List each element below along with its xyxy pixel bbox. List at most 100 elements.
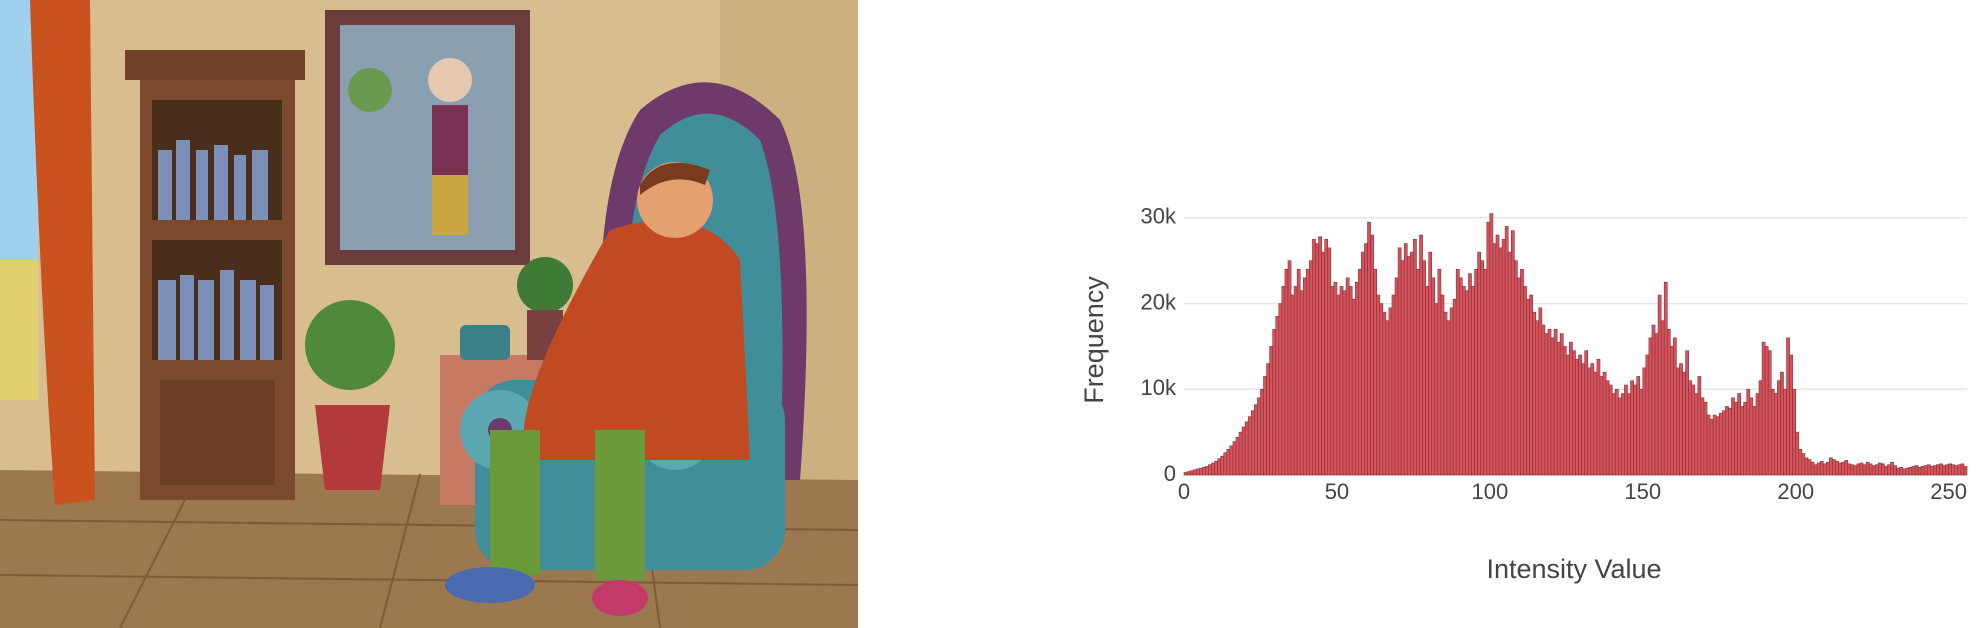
histogram-bar [1838, 462, 1842, 476]
histogram-bar [1673, 337, 1677, 476]
histogram-bar [1795, 431, 1800, 476]
histogram-bar [1299, 290, 1304, 476]
histogram-bar [1957, 464, 1962, 476]
histogram-bar [1584, 350, 1589, 476]
histogram-bar [1324, 238, 1329, 476]
histogram-bar [1715, 416, 1720, 476]
histogram-bar [1562, 346, 1567, 476]
histogram-bar [1939, 463, 1943, 476]
histogram-bar [1272, 328, 1277, 476]
histogram-bar [1783, 388, 1787, 476]
histogram-bar [1624, 384, 1628, 476]
x-tick-label: 150 [1624, 479, 1661, 504]
histogram-bar [1257, 397, 1261, 476]
histogram-bar [1884, 466, 1888, 476]
histogram-bar [1679, 363, 1683, 476]
histogram-bar [1339, 286, 1344, 476]
histogram-bar [1232, 441, 1237, 476]
histogram-bar [1722, 410, 1726, 476]
histogram-bar [1670, 346, 1674, 476]
histogram-bar [1850, 464, 1855, 476]
histogram-bar [1474, 268, 1478, 476]
histogram-bar [1235, 436, 1240, 476]
histogram-bar [1507, 251, 1512, 476]
histogram-bar [1654, 333, 1659, 476]
histogram-bar [1813, 464, 1818, 476]
histogram-bar [1284, 268, 1289, 476]
histogram-bar [1489, 213, 1494, 476]
histogram-bar [1269, 346, 1273, 476]
histogram-bar [1202, 466, 1206, 476]
histogram-bar [1801, 453, 1806, 476]
histogram-bar [1559, 333, 1564, 476]
histogram-bar [1575, 358, 1579, 476]
histogram-bar [1290, 294, 1295, 476]
histogram-bar [1532, 311, 1537, 476]
histogram-bar [1443, 311, 1448, 476]
histogram-bar [1621, 393, 1625, 476]
histogram-bar [1755, 393, 1760, 476]
histogram-bar [1826, 461, 1830, 476]
histogram-bar [1590, 363, 1595, 476]
histogram-bar [1385, 320, 1390, 476]
histogram-bar [1195, 468, 1200, 476]
histogram-bar [1351, 298, 1356, 476]
histogram-bar [1853, 465, 1858, 476]
histogram-bar [1376, 294, 1381, 476]
histogram-bar [1859, 462, 1864, 476]
histogram-bar [1498, 247, 1503, 476]
histogram-bar [1520, 268, 1524, 476]
histogram-bar [1709, 418, 1714, 476]
histogram-bar [1942, 465, 1946, 476]
histogram-bar [1223, 452, 1228, 476]
histogram-bar [1486, 221, 1491, 476]
histogram-bar [1761, 341, 1766, 476]
histogram-bar [1214, 460, 1218, 476]
histogram-bar [1510, 230, 1515, 476]
histogram-bar [1382, 311, 1387, 476]
histogram-bar [1890, 461, 1894, 476]
histogram-bar [1281, 286, 1286, 476]
y-tick-label: 0 [1164, 461, 1176, 486]
histogram-bar [1911, 466, 1916, 476]
histogram-bar [1217, 458, 1222, 476]
histogram-bar [1725, 406, 1729, 476]
histogram-bar [1480, 260, 1485, 476]
histogram-bar [1296, 268, 1301, 476]
histogram-bar [1400, 260, 1405, 476]
histogram-bar [1550, 337, 1555, 476]
histogram-bar [1963, 466, 1968, 476]
histogram-bar [1566, 354, 1570, 476]
histogram-bar [1361, 251, 1365, 476]
histogram-bar [1868, 463, 1873, 476]
histogram-bar [1697, 376, 1702, 476]
histogram-bar [1306, 268, 1310, 476]
histogram-bar [1899, 466, 1904, 476]
histogram-bar [1596, 358, 1601, 476]
histogram-bar [1887, 464, 1891, 476]
histogram-bar [1844, 460, 1849, 476]
histogram-bar [1318, 236, 1322, 476]
histogram-bar [1712, 414, 1717, 476]
histogram-bar [1636, 376, 1641, 476]
histogram-bar [1865, 461, 1870, 476]
histogram-bar [1244, 421, 1249, 476]
histogram-bar [1792, 388, 1797, 476]
histogram-bar [1220, 455, 1225, 476]
histogram-bar [1902, 468, 1907, 476]
histogram-bar [1774, 393, 1778, 476]
histogram-bar [1914, 465, 1919, 476]
histogram-bar [1250, 410, 1255, 476]
histogram-bar [1278, 303, 1283, 476]
histogram-bar [1630, 380, 1634, 476]
histogram-bar [1397, 247, 1402, 476]
histogram-bar [1856, 463, 1861, 476]
histogram-bar [1608, 384, 1613, 476]
histogram-bar [1370, 234, 1374, 476]
histogram-bar [1394, 277, 1399, 476]
histogram-bar [1633, 384, 1637, 476]
histogram-bar [1936, 464, 1940, 476]
histogram-bar [1309, 260, 1313, 476]
histogram-bar [1183, 472, 1188, 476]
histogram-bar [1526, 298, 1530, 476]
